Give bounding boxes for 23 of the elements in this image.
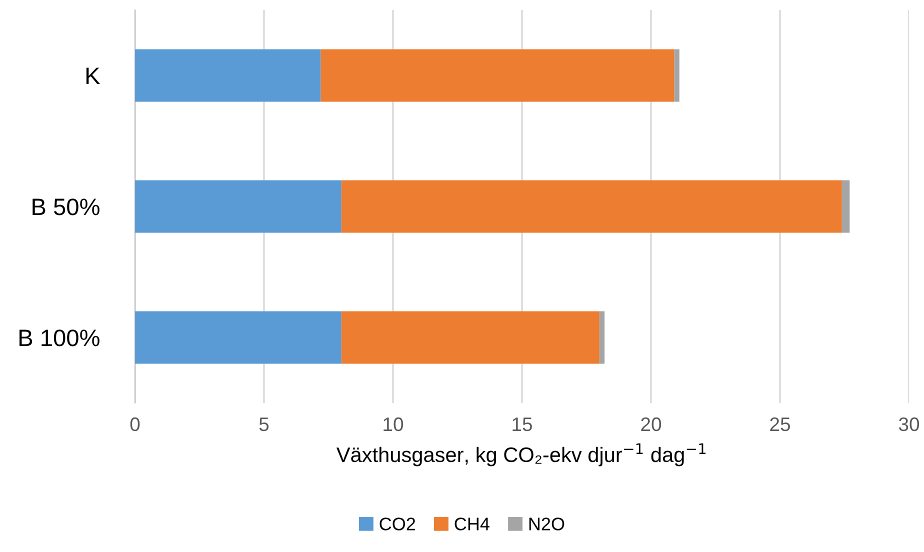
x-tick-label: 0 (130, 417, 140, 432)
bar (842, 180, 850, 233)
x-tick-label: 20 (641, 417, 662, 432)
legend-label: N2O (529, 518, 564, 530)
bar (320, 49, 674, 102)
bar (341, 180, 842, 233)
bar (341, 311, 600, 364)
x-tick-label: 25 (770, 417, 790, 432)
bar (135, 49, 321, 102)
y-tick-label: B 100% (20, 330, 100, 346)
bar (599, 311, 605, 364)
legend-label: CO2 (380, 518, 416, 530)
x-tick-label: 10 (384, 417, 404, 432)
legend-label: CH4 (454, 518, 490, 530)
bar (135, 311, 342, 364)
bar (135, 180, 342, 233)
bar (674, 49, 680, 102)
x-tick-label: 5 (259, 418, 269, 432)
x-tick-label: 30 (898, 417, 920, 432)
y-tick-label: K (86, 68, 100, 84)
x-axis-title: Växthusgaser, kg CO₂-ekv djur$^{−1}$ dag$^{−1}$ (336, 443, 706, 466)
x-tick-label: 15 (512, 418, 532, 432)
y-tick-label: B 50% (32, 198, 100, 216)
